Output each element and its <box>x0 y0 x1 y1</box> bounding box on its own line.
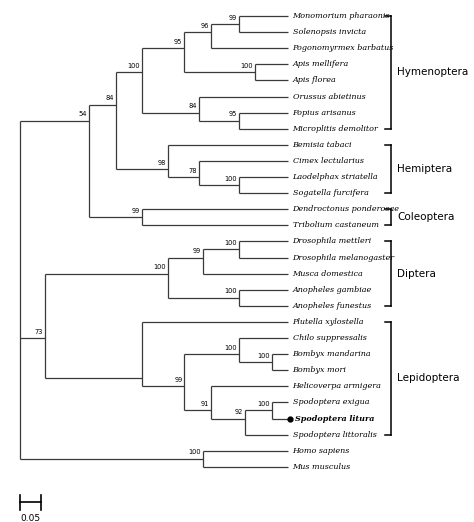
Text: Solenopsis invicta: Solenopsis invicta <box>292 28 366 36</box>
Text: Diptera: Diptera <box>398 269 437 279</box>
Text: Coleoptera: Coleoptera <box>398 212 455 222</box>
Text: Bemisia tabaci: Bemisia tabaci <box>292 141 352 149</box>
Text: 84: 84 <box>105 95 114 101</box>
Text: 99: 99 <box>132 208 140 214</box>
Text: Musca domestica: Musca domestica <box>292 270 364 278</box>
Text: 95: 95 <box>229 111 237 117</box>
Text: 100: 100 <box>225 176 237 182</box>
Text: Microplitis demolitor: Microplitis demolitor <box>292 125 378 133</box>
Text: Cimex lectularius: Cimex lectularius <box>292 157 364 165</box>
Text: 100: 100 <box>225 240 237 246</box>
Text: Spodoptera exigua: Spodoptera exigua <box>292 398 369 407</box>
Text: 99: 99 <box>229 15 237 21</box>
Text: Mus musculus: Mus musculus <box>292 463 351 471</box>
Text: Apis mellifera: Apis mellifera <box>292 61 349 68</box>
Text: 91: 91 <box>201 401 209 407</box>
Text: 98: 98 <box>158 160 166 165</box>
Text: Pogonomyrmex barbatus: Pogonomyrmex barbatus <box>292 44 394 52</box>
Text: 99: 99 <box>192 248 201 254</box>
Text: Hemiptera: Hemiptera <box>398 164 453 174</box>
Text: Drosophila melanogaster: Drosophila melanogaster <box>292 254 395 262</box>
Text: 95: 95 <box>174 39 182 45</box>
Text: 84: 84 <box>188 103 197 109</box>
Text: Spodoptera litura: Spodoptera litura <box>295 414 374 422</box>
Text: Anopheles gambiae: Anopheles gambiae <box>292 286 372 294</box>
Text: Plutella xylostella: Plutella xylostella <box>292 318 364 326</box>
Text: 92: 92 <box>235 409 243 415</box>
Text: 99: 99 <box>174 377 182 383</box>
Text: Drosophila mettleri: Drosophila mettleri <box>292 238 372 245</box>
Text: 54: 54 <box>79 111 87 117</box>
Text: Anopheles funestus: Anopheles funestus <box>292 302 372 310</box>
Text: Tribolium castaneum: Tribolium castaneum <box>292 221 379 229</box>
Text: Dendroctonus ponderosae: Dendroctonus ponderosae <box>292 205 400 213</box>
Text: Bombyx mandarina: Bombyx mandarina <box>292 350 371 358</box>
Text: 78: 78 <box>188 168 197 174</box>
Text: 100: 100 <box>257 353 270 359</box>
Text: 96: 96 <box>201 23 209 29</box>
Text: Helicoverpa armigera: Helicoverpa armigera <box>292 382 382 390</box>
Text: Lepidoptera: Lepidoptera <box>398 373 460 383</box>
Text: Chilo suppressalis: Chilo suppressalis <box>292 334 366 342</box>
Text: 100: 100 <box>257 401 270 407</box>
Text: Monomorium pharaonis: Monomorium pharaonis <box>292 12 390 20</box>
Text: Sogatella furcifera: Sogatella furcifera <box>292 189 368 197</box>
Text: 100: 100 <box>127 63 140 69</box>
Text: Orussus abietinus: Orussus abietinus <box>292 92 365 101</box>
Text: Hymenoptera: Hymenoptera <box>398 67 469 77</box>
Text: 73: 73 <box>34 329 43 335</box>
Text: Laodelphax striatella: Laodelphax striatella <box>292 173 378 181</box>
Text: 100: 100 <box>225 345 237 351</box>
Text: Apis florea: Apis florea <box>292 76 337 85</box>
Text: 100: 100 <box>154 264 166 270</box>
Text: 100: 100 <box>225 289 237 294</box>
Text: 0.05: 0.05 <box>20 514 41 522</box>
Text: Spodoptera littoralis: Spodoptera littoralis <box>292 431 376 438</box>
Text: 100: 100 <box>188 449 201 456</box>
Text: Fopius arisanus: Fopius arisanus <box>292 109 356 116</box>
Text: Homo sapiens: Homo sapiens <box>292 447 350 455</box>
Text: Bombyx mori: Bombyx mori <box>292 366 346 374</box>
Text: 100: 100 <box>241 63 253 69</box>
